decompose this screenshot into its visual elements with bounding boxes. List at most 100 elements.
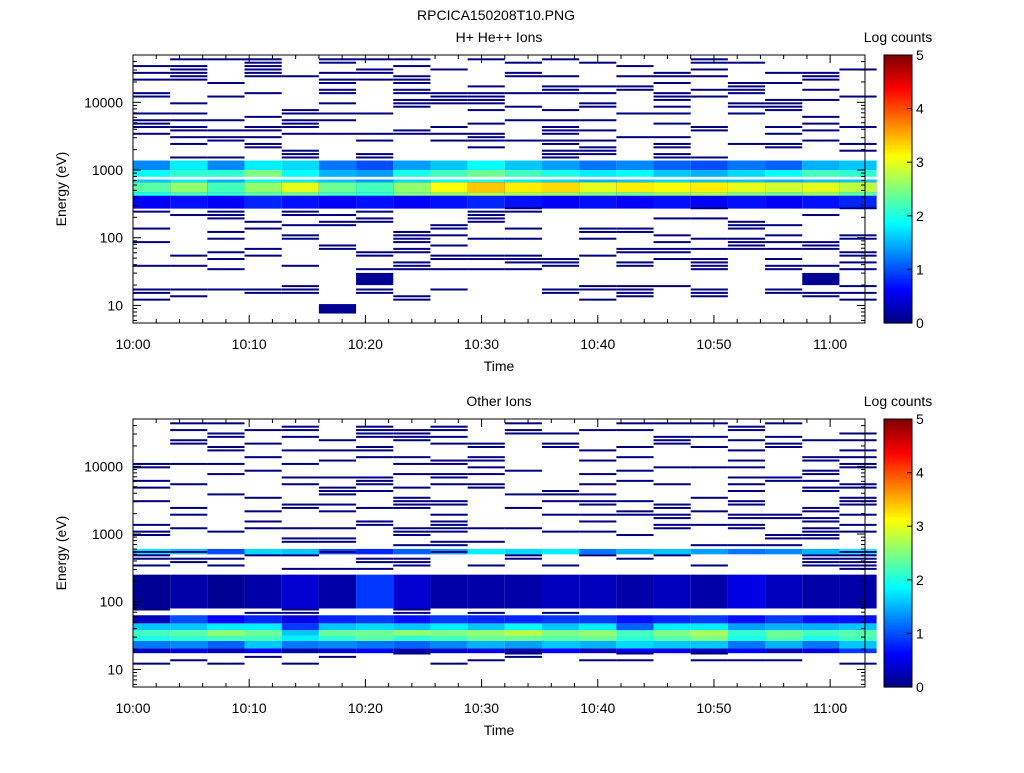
heatmap-cell bbox=[244, 179, 282, 183]
heatmap-cell bbox=[281, 224, 319, 227]
heatmap-cell bbox=[541, 490, 580, 493]
colorbar-segment bbox=[884, 240, 912, 244]
heatmap-cell bbox=[802, 635, 840, 641]
heatmap-cell bbox=[616, 635, 654, 641]
heatmap-cell bbox=[802, 530, 840, 533]
heatmap-cell bbox=[393, 82, 431, 85]
heatmap-cells bbox=[133, 58, 877, 314]
heatmap-cell bbox=[133, 486, 171, 489]
heatmap-cell bbox=[765, 179, 803, 183]
heatmap-cell bbox=[393, 534, 431, 537]
heatmap-cell bbox=[504, 207, 542, 210]
heatmap-cell bbox=[839, 285, 877, 288]
colorbar-segment bbox=[884, 443, 912, 447]
colorbar-segment bbox=[884, 682, 912, 686]
y-tick-label: 1000 bbox=[92, 526, 123, 542]
colorbar-segment bbox=[884, 122, 912, 125]
heatmap-cell bbox=[765, 513, 803, 516]
x-tick-label: 10:40 bbox=[580, 700, 615, 716]
heatmap-cell bbox=[318, 550, 357, 553]
heatmap-cell bbox=[393, 429, 431, 432]
heatmap-cell bbox=[616, 230, 654, 233]
colorbar-segment bbox=[884, 523, 912, 527]
heatmap-cell bbox=[802, 170, 840, 177]
heatmap-cell bbox=[467, 210, 505, 213]
colorbar-segment bbox=[884, 162, 912, 166]
heatmap-cell bbox=[467, 456, 505, 459]
heatmap-cell bbox=[839, 170, 877, 177]
heatmap-cell bbox=[653, 527, 691, 530]
heatmap-cell bbox=[133, 132, 171, 135]
heatmap-cell bbox=[356, 192, 394, 196]
heatmap-cell bbox=[504, 237, 542, 240]
heatmap-cell bbox=[244, 129, 282, 132]
heatmap-cell bbox=[430, 503, 468, 506]
heatmap-cell bbox=[430, 574, 468, 609]
heatmap-cell bbox=[430, 520, 468, 523]
heatmap-cell bbox=[356, 254, 394, 257]
colorbar-segment bbox=[884, 448, 912, 451]
heatmap-cell bbox=[430, 425, 468, 428]
colorbar-segment bbox=[884, 57, 912, 61]
heatmap-cell bbox=[802, 459, 840, 462]
heatmap-cell bbox=[393, 182, 431, 193]
heatmap-cell bbox=[356, 139, 394, 142]
heatmap-cell bbox=[318, 192, 357, 196]
heatmap-cell bbox=[727, 170, 766, 177]
heatmap-cell bbox=[318, 623, 357, 631]
colorbar-segment bbox=[884, 256, 912, 259]
heatmap-cell bbox=[690, 237, 728, 240]
x-tick-label: 10:30 bbox=[464, 336, 499, 352]
heatmap-cell bbox=[170, 659, 208, 662]
heatmap-cell bbox=[504, 258, 542, 261]
colorbar-segment bbox=[884, 316, 912, 320]
heatmap-cell bbox=[133, 227, 171, 230]
heatmap-cell bbox=[616, 88, 654, 91]
heatmap-cell bbox=[430, 544, 468, 547]
heatmap-cell bbox=[690, 261, 728, 264]
heatmap-cell bbox=[579, 500, 617, 503]
colorbar-segment bbox=[884, 291, 912, 295]
heatmap-cell bbox=[765, 648, 803, 654]
heatmap-cell bbox=[727, 88, 766, 91]
heatmap-cell bbox=[430, 126, 468, 129]
heatmap-cell bbox=[541, 132, 580, 135]
colorbar-segment bbox=[884, 193, 912, 197]
colorbar-segment bbox=[884, 77, 912, 81]
colorbar-segment bbox=[884, 126, 912, 130]
colorbar-segment bbox=[884, 631, 912, 634]
colorbar-segment bbox=[884, 606, 912, 610]
heatmap-cell bbox=[393, 234, 431, 237]
heatmap-cell bbox=[244, 574, 282, 609]
heatmap-cell bbox=[727, 615, 766, 624]
heatmap-cell bbox=[765, 635, 803, 641]
colorbar-segment bbox=[884, 108, 912, 112]
heatmap-cell bbox=[653, 182, 691, 193]
heatmap-cell bbox=[393, 648, 431, 654]
heatmap-cell bbox=[281, 122, 319, 125]
heatmap-cell bbox=[541, 75, 580, 78]
heatmap-cell bbox=[727, 459, 766, 462]
colorbar-frame bbox=[883, 418, 913, 688]
heatmap-cell bbox=[690, 247, 728, 250]
heatmap-cell bbox=[727, 105, 766, 108]
heatmap-cell bbox=[281, 483, 319, 486]
heatmap-cell bbox=[653, 554, 691, 557]
colorbar-segment bbox=[884, 506, 912, 509]
heatmap-cell bbox=[244, 136, 282, 139]
heatmap-cell bbox=[765, 659, 803, 662]
heatmap-cell bbox=[802, 264, 840, 267]
colorbar-segment bbox=[884, 622, 912, 626]
heatmap-cell bbox=[727, 192, 766, 196]
colorbar-segment bbox=[884, 113, 912, 116]
colorbar-segment bbox=[884, 55, 912, 58]
colorbar-segment bbox=[884, 309, 912, 313]
heatmap-cell bbox=[207, 662, 245, 665]
heatmap-cell bbox=[393, 58, 431, 61]
colorbar-segment bbox=[884, 649, 912, 652]
heatmap-cell bbox=[616, 295, 654, 298]
heatmap-cell bbox=[467, 459, 505, 462]
colorbar-segment bbox=[884, 320, 912, 324]
heatmap-cell bbox=[765, 630, 803, 636]
heatmap-cell bbox=[356, 153, 394, 156]
